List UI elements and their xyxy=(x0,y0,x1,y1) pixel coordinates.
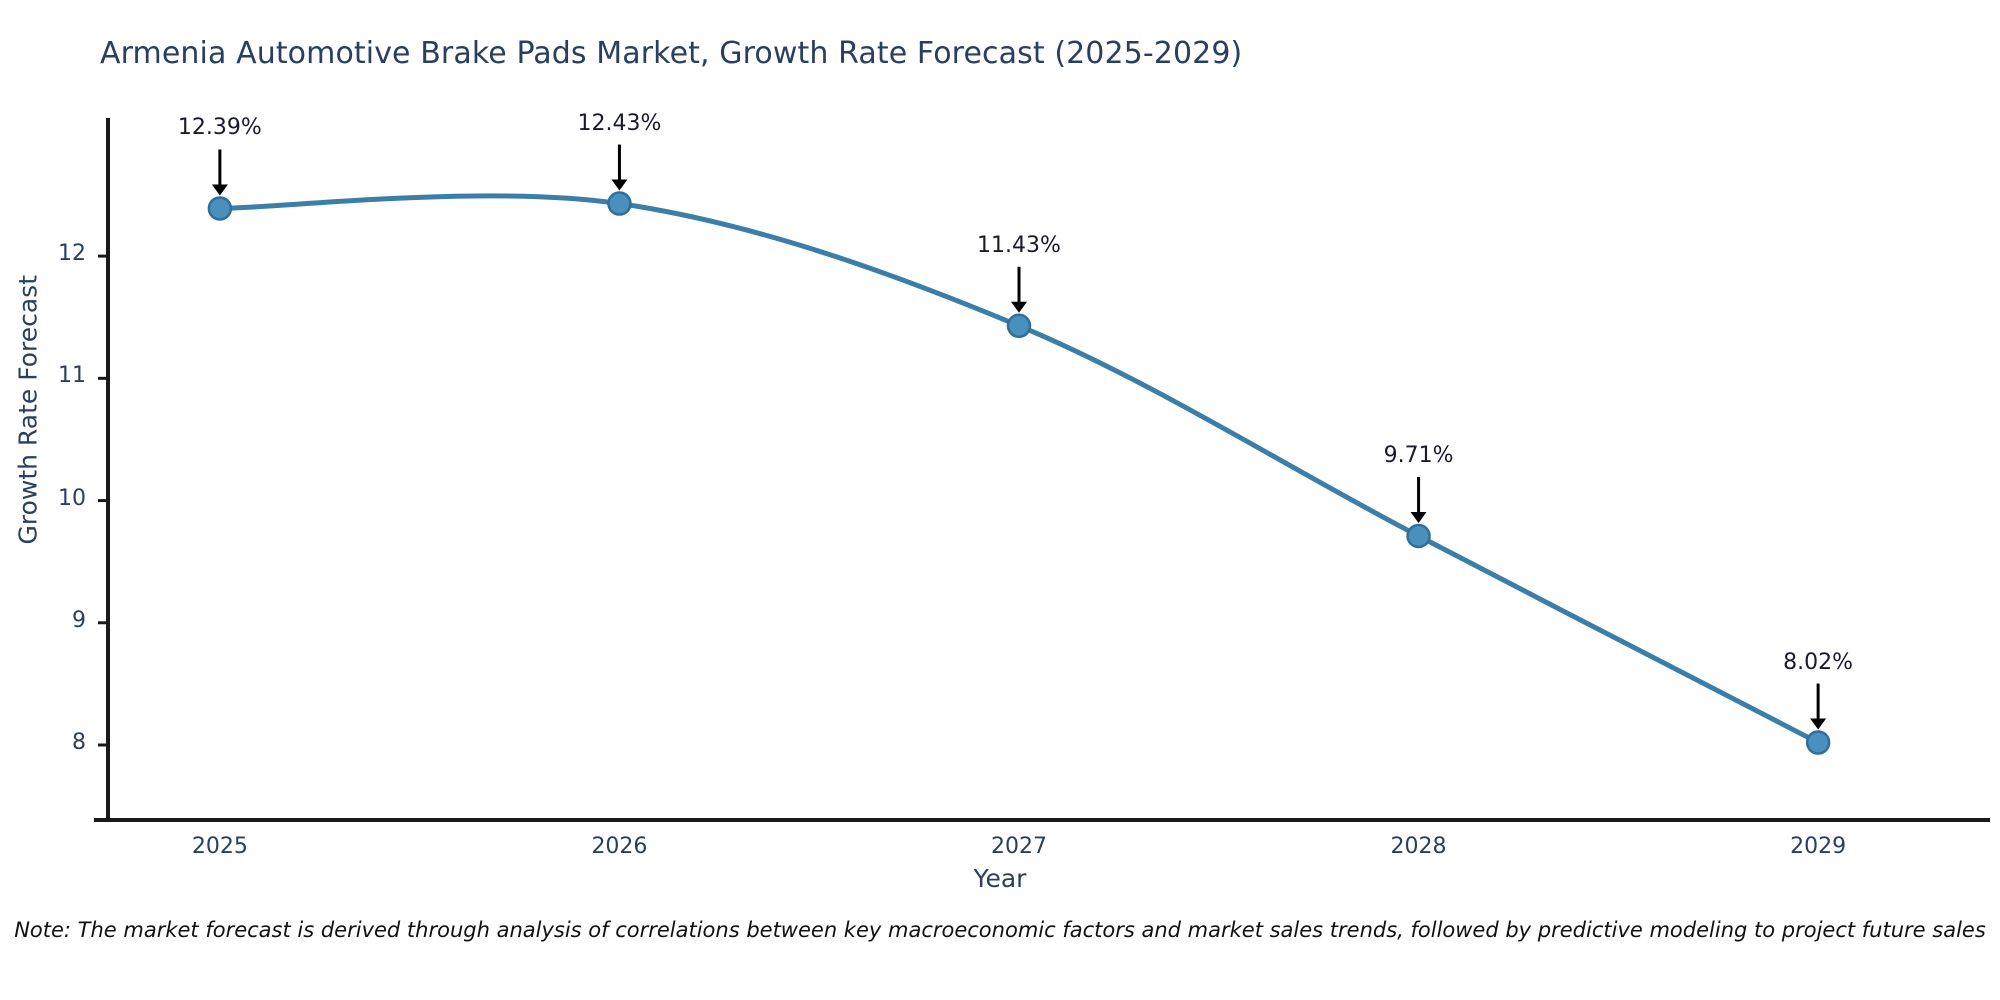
y-tick-label: 8 xyxy=(72,730,86,755)
axes xyxy=(94,118,1990,822)
x-tick-label: 2027 xyxy=(991,834,1047,859)
data-point-label: 9.71% xyxy=(1383,443,1454,468)
x-axis-title: Year xyxy=(973,864,1027,893)
y-tick-label: 9 xyxy=(72,607,86,633)
data-point-label: 12.43% xyxy=(577,110,662,136)
data-point-markers xyxy=(207,191,1831,755)
y-tick-label: 10 xyxy=(58,485,86,511)
y-tick-label: 11 xyxy=(58,363,86,389)
x-tick-label: 2028 xyxy=(1390,834,1447,859)
x-tick-label: 2025 xyxy=(191,834,248,859)
data-point-label: 8.02% xyxy=(1783,649,1854,675)
x-tick-label: 2026 xyxy=(591,834,648,859)
y-tick-label: 12 xyxy=(58,241,86,267)
footnote-note: Note: The market forecast is derived thr… xyxy=(14,918,1986,942)
data-point-label: 12.39% xyxy=(177,115,262,141)
x-tick-label: 2029 xyxy=(1790,834,1847,859)
chart-title: Armenia Automotive Brake Pads Market, Gr… xyxy=(100,36,1243,71)
annotation-arrows xyxy=(211,144,1827,730)
data-point-label: 11.43% xyxy=(977,232,1061,258)
